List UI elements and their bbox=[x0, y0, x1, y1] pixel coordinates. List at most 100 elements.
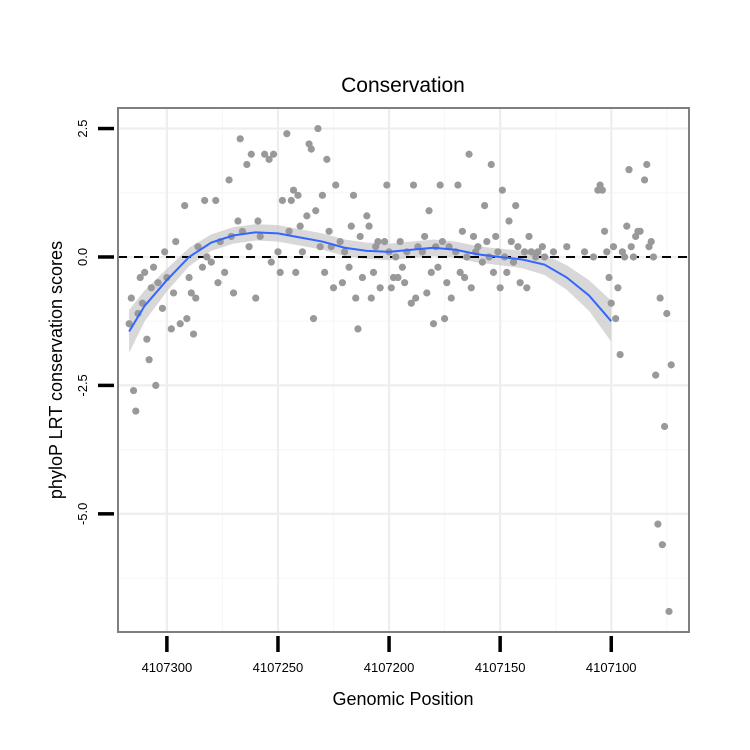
data-point bbox=[183, 315, 191, 323]
data-point bbox=[187, 289, 195, 297]
data-point bbox=[505, 217, 513, 225]
data-point bbox=[421, 232, 429, 241]
data-point bbox=[436, 181, 444, 189]
data-point bbox=[243, 160, 251, 169]
data-point bbox=[663, 309, 671, 318]
data-point bbox=[254, 217, 262, 225]
data-point bbox=[654, 520, 662, 528]
data-point bbox=[323, 155, 331, 163]
data-point bbox=[147, 284, 155, 292]
data-point bbox=[245, 243, 253, 251]
data-point bbox=[314, 124, 322, 133]
data-point bbox=[458, 227, 466, 235]
data-point bbox=[276, 268, 284, 276]
data-point bbox=[387, 284, 395, 292]
data-point bbox=[298, 248, 307, 256]
data-point bbox=[432, 243, 440, 251]
data-point bbox=[185, 273, 193, 282]
x-tick-label: 4107200 bbox=[364, 660, 415, 675]
data-point bbox=[336, 237, 344, 246]
data-point bbox=[318, 191, 327, 199]
data-point bbox=[261, 150, 269, 158]
data-point bbox=[169, 289, 178, 297]
data-point bbox=[376, 284, 384, 292]
data-point bbox=[523, 284, 531, 292]
data-point bbox=[192, 294, 200, 302]
data-point bbox=[341, 248, 349, 256]
confidence-band bbox=[129, 224, 612, 354]
data-point bbox=[383, 181, 391, 189]
data-point bbox=[498, 186, 506, 194]
chart-title: Conservation bbox=[341, 74, 465, 97]
data-point bbox=[349, 191, 358, 199]
data-point bbox=[176, 320, 184, 328]
data-point bbox=[665, 607, 673, 616]
data-point bbox=[469, 232, 478, 241]
data-point bbox=[507, 237, 515, 246]
data-point bbox=[287, 196, 295, 205]
data-point bbox=[221, 268, 229, 276]
data-point bbox=[381, 237, 389, 246]
data-point bbox=[396, 237, 404, 246]
data-point bbox=[321, 268, 329, 276]
data-point bbox=[612, 315, 620, 323]
data-point bbox=[525, 232, 533, 241]
data-point bbox=[514, 243, 522, 251]
data-point bbox=[132, 407, 140, 415]
grid-lines bbox=[118, 108, 689, 632]
data-point bbox=[172, 237, 180, 246]
x-axis-label: Genomic Position bbox=[332, 689, 473, 709]
data-point bbox=[356, 232, 364, 241]
data-point bbox=[309, 315, 318, 323]
data-point bbox=[225, 176, 233, 184]
data-point bbox=[307, 145, 315, 153]
data-point bbox=[492, 232, 500, 241]
data-point bbox=[332, 181, 340, 189]
data-point bbox=[312, 207, 320, 215]
data-point bbox=[625, 166, 633, 174]
data-point bbox=[369, 268, 378, 276]
data-point bbox=[289, 186, 298, 194]
data-point bbox=[640, 176, 649, 184]
data-point bbox=[363, 212, 371, 220]
data-point bbox=[198, 263, 207, 271]
y-tick-label: -5.0 bbox=[75, 503, 90, 525]
data-point bbox=[443, 279, 451, 287]
data-point bbox=[563, 243, 571, 251]
y-tick-label: 0.0 bbox=[75, 248, 90, 266]
data-point bbox=[316, 243, 324, 251]
data-point bbox=[303, 212, 311, 220]
data-point bbox=[614, 284, 622, 292]
data-point bbox=[474, 243, 482, 251]
data-point bbox=[367, 294, 375, 302]
data-point bbox=[392, 253, 400, 261]
data-point bbox=[345, 263, 353, 271]
x-tick-label: 4107100 bbox=[586, 660, 637, 675]
data-point bbox=[483, 237, 491, 246]
data-point bbox=[600, 227, 609, 235]
data-point bbox=[278, 196, 287, 205]
data-point bbox=[463, 253, 471, 261]
data-point bbox=[605, 273, 613, 282]
data-point bbox=[283, 130, 291, 138]
data-point bbox=[401, 279, 409, 287]
data-point bbox=[652, 371, 660, 379]
data-point bbox=[352, 294, 360, 302]
data-point bbox=[425, 207, 433, 215]
data-point bbox=[656, 294, 664, 302]
x-axis: 4107300 4107250 4107200 4107150 4107100 bbox=[142, 636, 637, 675]
data-point bbox=[365, 222, 373, 230]
data-point bbox=[429, 320, 438, 328]
data-point bbox=[520, 248, 529, 256]
data-point bbox=[141, 268, 149, 276]
data-point bbox=[398, 263, 406, 271]
data-point bbox=[152, 381, 160, 390]
data-point bbox=[667, 361, 675, 369]
data-point bbox=[338, 279, 347, 287]
data-point bbox=[658, 541, 666, 549]
data-point bbox=[603, 248, 611, 256]
data-point bbox=[269, 150, 278, 158]
data-point bbox=[538, 243, 546, 251]
data-point bbox=[214, 279, 222, 287]
